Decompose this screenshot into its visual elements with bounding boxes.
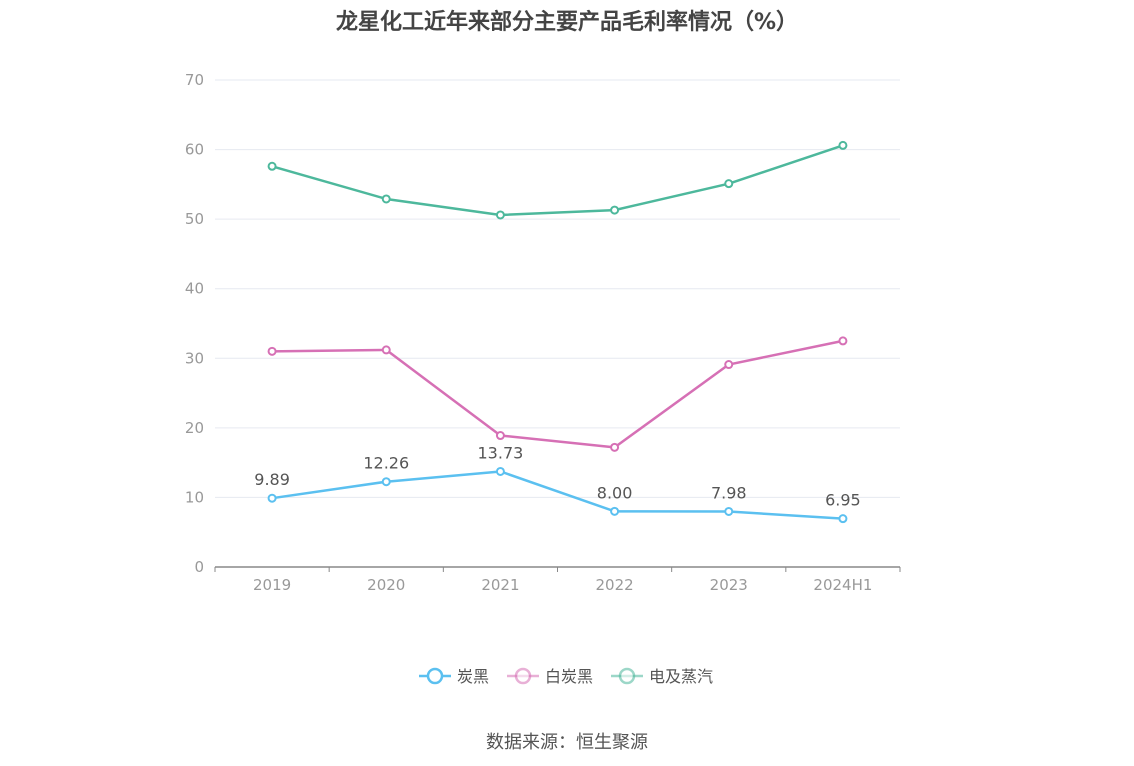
y-tick-label: 70 (185, 71, 204, 89)
data-point (381, 194, 391, 204)
legend-label: 白炭黑 (545, 667, 593, 686)
grid-lines (215, 79, 900, 498)
x-tick-label: 2024H1 (813, 576, 872, 594)
y-tick-label: 10 (185, 488, 204, 506)
data-point (267, 161, 277, 171)
y-tick-label: 30 (185, 349, 204, 367)
data-point (838, 514, 848, 524)
data-label: 6.95 (825, 491, 861, 510)
series-line (271, 144, 844, 217)
legend-item[interactable]: 炭黑 (419, 667, 489, 686)
data-point (495, 431, 505, 441)
chart-title: 龙星化工近年来部分主要产品毛利率情况（%） (335, 10, 799, 35)
data-source: 数据来源：恒生聚源 (486, 732, 648, 753)
legend-item[interactable]: 白炭黑 (507, 667, 593, 686)
axes: 0 10 20 30 40 50 60 70 2019 2020 2021 2022 2023 2024H… (185, 71, 901, 594)
x-tick-label: 2022 (595, 576, 633, 594)
data-point (610, 205, 620, 215)
data-label: 8.00 (597, 483, 633, 502)
legend-marker (426, 667, 444, 685)
data-label: 13.73 (478, 443, 524, 462)
data-point (267, 493, 277, 503)
y-tick-label: 40 (185, 280, 204, 298)
legend-label: 炭黑 (457, 667, 489, 686)
data-point (610, 506, 620, 516)
y-tick-label: 0 (194, 558, 204, 576)
legend-marker (514, 667, 532, 685)
legend-label: 电及蒸汽 (649, 667, 713, 686)
legend: 炭黑 白炭黑 电及蒸汽 (419, 667, 713, 686)
y-tick-label: 20 (185, 419, 204, 437)
data-label: 7.98 (711, 483, 747, 502)
legend-item[interactable]: 电及蒸汽 (611, 667, 713, 686)
x-tick-label: 2020 (367, 576, 405, 594)
data-point (381, 345, 391, 355)
data-point (610, 442, 620, 452)
data-point (838, 336, 848, 346)
data-point (724, 506, 734, 516)
data-labels: 9.89 12.26 13.73 8.00 7.98 6.95 (254, 443, 860, 509)
data-point (724, 179, 734, 189)
data-point (495, 466, 505, 476)
x-tick-label: 2021 (481, 576, 519, 594)
data-point (267, 346, 277, 356)
legend-marker (618, 667, 636, 685)
data-point (838, 140, 848, 150)
data-label: 9.89 (254, 470, 290, 489)
y-tick-label: 50 (185, 210, 204, 228)
data-label: 12.26 (363, 454, 409, 473)
series-lines (267, 140, 848, 524)
data-point (381, 477, 391, 487)
x-tick-label: 2023 (710, 576, 748, 594)
series-line (272, 339, 844, 449)
y-tick-label: 60 (185, 141, 204, 159)
data-point (724, 360, 734, 370)
data-point (495, 210, 505, 220)
x-tick-label: 2019 (253, 576, 291, 594)
series-line (271, 470, 843, 520)
